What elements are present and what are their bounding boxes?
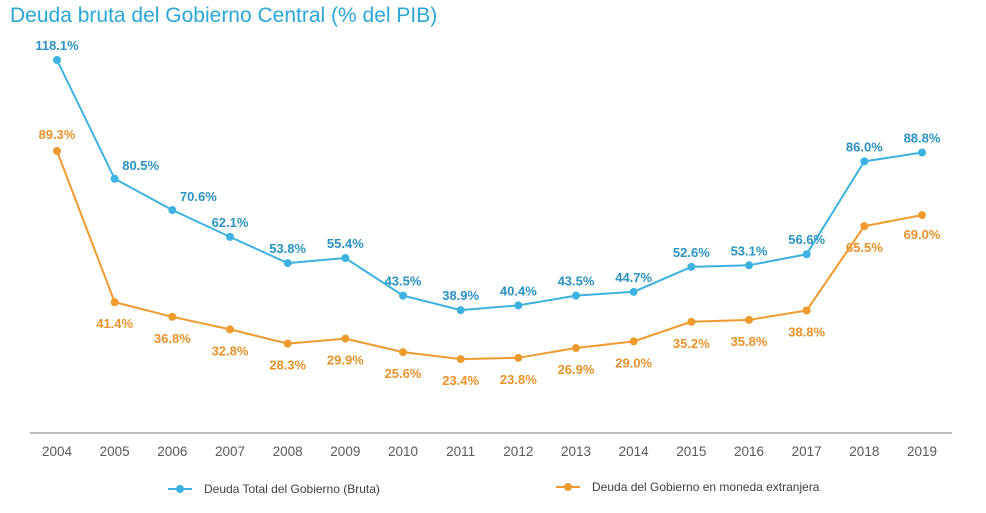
data-point — [53, 56, 61, 64]
data-label: 23.4% — [442, 373, 479, 388]
chart-title: Deuda bruta del Gobierno Central (% del … — [10, 4, 438, 27]
data-label: 28.3% — [269, 358, 306, 373]
x-tick-label: 2012 — [503, 444, 533, 459]
series-0: 118.1% 80.5% 70.6% 62.1% 53.8% 55.4% 43.5% 38.9… — [35, 38, 941, 315]
series-line-0 — [56, 59, 923, 312]
data-point — [629, 287, 638, 296]
data-label: 118.1% — [35, 38, 79, 53]
x-tick-label: 2008 — [273, 444, 303, 459]
data-point — [341, 254, 350, 263]
data-label: 38.9% — [442, 288, 479, 303]
data-point — [572, 291, 580, 300]
data-point — [745, 315, 753, 324]
x-tick-label: 2004 — [42, 444, 73, 459]
data-label: 43.5% — [558, 274, 595, 289]
data-point — [802, 306, 811, 315]
data-label: 23.8% — [500, 372, 537, 387]
data-label: 70.6% — [180, 189, 217, 204]
legend-swatch-orange-icon — [556, 482, 580, 492]
data-label: 36.8% — [154, 331, 191, 346]
data-label: 55.4% — [327, 236, 364, 251]
data-point — [687, 317, 696, 326]
data-point — [860, 157, 869, 166]
data-label: 29.0% — [615, 355, 652, 370]
data-label: 69.0% — [904, 227, 941, 242]
data-point — [226, 232, 234, 241]
data-point — [860, 222, 869, 231]
x-tick-labels: 2004 2005 2006 2007 2008 2009 2010 2011 2012 2013… — [42, 444, 937, 459]
series-line-1 — [56, 150, 923, 361]
data-label: 38.8% — [788, 324, 825, 339]
data-point — [168, 312, 177, 321]
legend-label-total-debt: Deuda Total del Gobierno (Bruta) — [204, 482, 380, 496]
x-tick-label: 2014 — [619, 444, 650, 459]
legend-swatch-blue-icon — [168, 484, 192, 494]
series-layer: 118.1% 80.5% 70.6% 62.1% 53.8% 55.4% 43.5% 38.9… — [35, 38, 941, 388]
data-point — [514, 301, 523, 310]
data-point — [687, 262, 696, 271]
data-point — [918, 148, 926, 157]
data-point — [283, 339, 292, 348]
data-label: 43.5% — [385, 274, 422, 289]
data-point — [399, 348, 407, 357]
data-point — [456, 355, 465, 364]
x-tick-label: 2016 — [734, 444, 764, 459]
legend-item-total-debt: Deuda Total del Gobierno (Bruta) — [168, 482, 380, 496]
x-tick-label: 2011 — [446, 444, 475, 459]
data-point — [283, 259, 292, 268]
data-point — [110, 298, 119, 307]
data-label: 53.1% — [731, 243, 768, 258]
data-label: 29.9% — [327, 353, 364, 368]
data-point — [341, 334, 350, 343]
data-label: 52.6% — [673, 245, 710, 260]
data-label: 88.8% — [904, 131, 941, 146]
x-tick-label: 2009 — [330, 444, 360, 459]
data-label: 56.6% — [788, 232, 825, 247]
data-label: 53.8% — [269, 241, 306, 256]
data-point — [226, 325, 234, 334]
data-point — [629, 337, 638, 346]
x-tick-label: 2018 — [849, 444, 879, 459]
x-tick-label: 2017 — [792, 444, 822, 459]
data-point — [53, 146, 61, 155]
x-tick-label: 2010 — [388, 444, 418, 459]
x-tick-label: 2006 — [157, 444, 187, 459]
data-point — [745, 261, 753, 270]
data-point — [110, 174, 119, 183]
data-label: 35.8% — [731, 334, 768, 349]
x-tick-label: 2019 — [907, 444, 937, 459]
series-1: 89.3% 41.4% 36.8% 32.8% 28.3% 29.9% 25.6% 23.4%… — [39, 127, 941, 388]
data-label: 62.1% — [212, 215, 249, 230]
data-label: 35.2% — [673, 336, 710, 351]
data-label: 65.5% — [846, 240, 883, 255]
data-point — [399, 291, 407, 300]
legend-label-foreign-currency-debt: Deuda del Gobierno en moneda extranjera — [592, 480, 820, 494]
x-tick-label: 2015 — [676, 444, 706, 459]
x-tick-label: 2005 — [100, 444, 130, 459]
data-point — [572, 344, 580, 353]
data-point — [918, 211, 926, 220]
data-label: 32.8% — [212, 343, 249, 358]
legend-item-foreign-currency-debt: Deuda del Gobierno en moneda extranjera — [556, 480, 819, 494]
data-label: 41.4% — [96, 316, 133, 331]
data-label: 86.0% — [846, 139, 883, 154]
data-label: 44.7% — [615, 270, 652, 285]
data-label: 80.5% — [122, 158, 159, 173]
data-point — [456, 306, 465, 315]
data-label: 26.9% — [558, 362, 595, 377]
x-tick-label: 2013 — [561, 444, 591, 459]
data-point — [168, 206, 177, 215]
data-label: 40.4% — [500, 283, 537, 298]
data-label: 89.3% — [39, 127, 76, 142]
data-point — [514, 353, 523, 362]
data-label: 25.6% — [385, 366, 422, 381]
data-point — [802, 250, 811, 259]
x-tick-label: 2007 — [215, 444, 245, 459]
